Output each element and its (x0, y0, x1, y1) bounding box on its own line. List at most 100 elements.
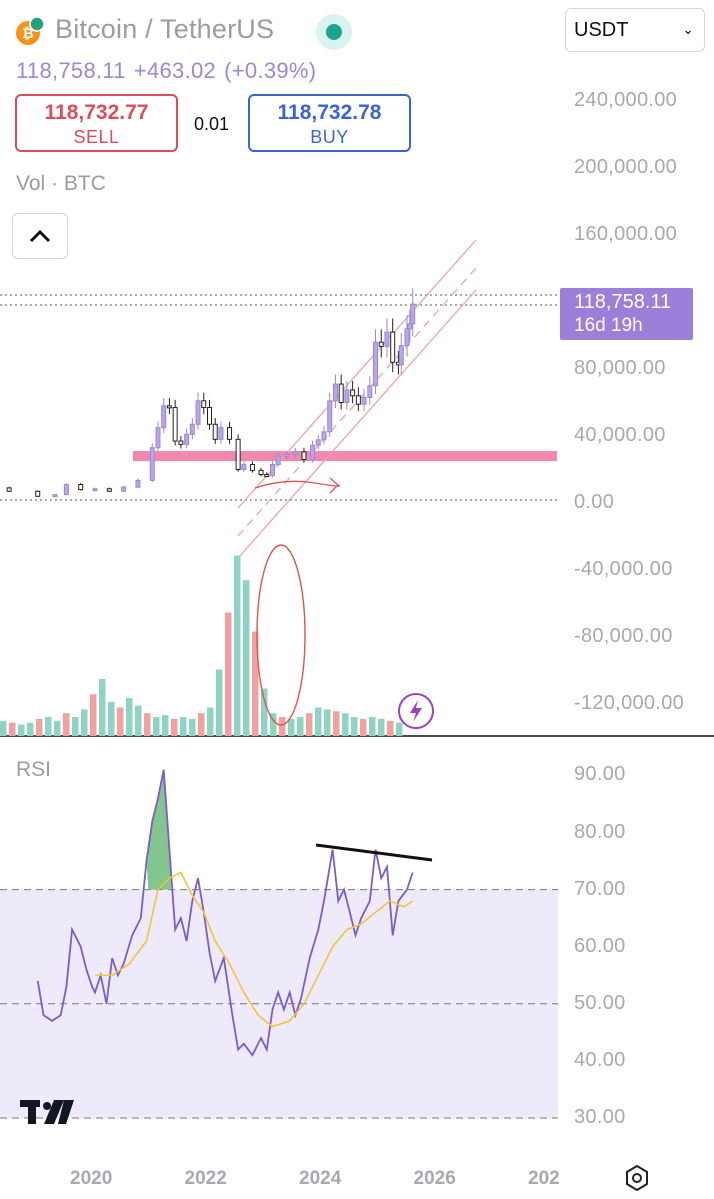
volume-bar (243, 580, 250, 736)
bar-countdown: 16d 19h (574, 315, 643, 336)
channel-mid-line (237, 267, 477, 537)
price-tick-label: 40,000.00 (574, 424, 666, 446)
candle-body (350, 389, 356, 397)
candle-body (310, 444, 316, 460)
time-tick-label: 2026 (413, 1168, 456, 1189)
candle-body (227, 427, 233, 440)
price-tick-label: -120,000.00 (574, 692, 685, 714)
volume-bar (396, 722, 403, 736)
volume-bar (279, 717, 286, 736)
time-tick-label: 2024 (299, 1168, 342, 1189)
volume-bar (297, 717, 304, 736)
candle-body (264, 474, 270, 478)
candle-body (373, 341, 379, 387)
bitcoin-icon: ₿ (15, 16, 45, 46)
rsi-tick-label: 90.00 (574, 763, 626, 786)
collapse-button[interactable] (12, 213, 68, 259)
buy-button[interactable]: 118,732.78 BUY (248, 94, 411, 152)
annotation-ellipse (256, 544, 306, 726)
candle-body (367, 385, 373, 398)
svg-text:₿: ₿ (22, 25, 33, 41)
candle-body (135, 479, 141, 488)
volume-bar (153, 717, 160, 736)
annotation-arrow (254, 477, 340, 494)
candle-body (201, 400, 207, 409)
volume-bar (369, 717, 376, 736)
volume-bar (387, 720, 394, 736)
candle-body (390, 331, 396, 363)
volume-bar (288, 718, 295, 736)
volume-bar (378, 718, 385, 736)
sell-label: SELL (73, 127, 120, 147)
candle-body (78, 484, 84, 491)
price-tick-label: 160,000.00 (574, 223, 678, 245)
currency-select[interactable]: USDT ⌄ (565, 8, 705, 52)
candle-body (332, 383, 338, 402)
time-tick-label: 2020 (70, 1168, 113, 1189)
candle-body (378, 341, 384, 347)
candle-body (121, 486, 127, 492)
volume-bar (207, 707, 214, 736)
candle-body (275, 455, 281, 465)
candle-body (338, 383, 344, 404)
volume-bar (342, 713, 349, 736)
volume-bar (144, 713, 151, 736)
volume-bar (351, 717, 358, 736)
candle-body (344, 389, 350, 403)
candle-body (212, 423, 218, 440)
candle-body (161, 405, 167, 429)
candle-body (410, 303, 416, 325)
rsi-line (36, 769, 414, 1057)
price-tick-label: -80,000.00 (574, 625, 673, 647)
volume-bar (54, 720, 61, 736)
candle-body (292, 451, 298, 455)
rsi-indicator-label: RSI (16, 758, 52, 781)
candle-body (327, 400, 333, 433)
candle-body (184, 433, 190, 445)
volume-bar (333, 711, 340, 736)
candle-body (407, 323, 413, 330)
sell-price: 118,732.77 (44, 101, 149, 124)
candle-body (361, 396, 367, 405)
spread-value: 0.01 (194, 114, 230, 134)
support-zone (133, 451, 557, 462)
price-summary: 118,758.11 +463.02 (+0.39%) (16, 58, 324, 84)
rsi-tick-label: 60.00 (574, 934, 626, 957)
candle-body (218, 427, 224, 440)
candle-body (172, 407, 178, 442)
lightning-icon[interactable] (398, 693, 434, 729)
price-tick-label: 240,000.00 (574, 89, 678, 111)
time-tick-label: 202 (528, 1168, 560, 1189)
candle-body (269, 463, 275, 476)
currency-select-value: USDT (574, 19, 629, 41)
price-tick-label: -40,000.00 (574, 558, 673, 580)
candle-body (284, 453, 290, 457)
volume-bar (63, 713, 70, 736)
volume-bar (117, 707, 124, 736)
rsi-tick-label: 40.00 (574, 1048, 626, 1071)
candle-body (92, 488, 98, 492)
candle-body (398, 345, 404, 366)
candle-body (189, 423, 195, 435)
candle-body (63, 484, 69, 496)
time-tick-label: 2022 (184, 1168, 227, 1189)
volume-bar (324, 709, 331, 736)
candle-body (355, 395, 361, 405)
volume-bar (72, 717, 79, 736)
candle-body (6, 487, 12, 492)
price-tick-label: 0.00 (574, 491, 615, 513)
candle-body (207, 407, 212, 425)
candle-body (52, 494, 58, 498)
volume-bar (90, 694, 97, 736)
sell-button[interactable]: 118,732.77 SELL (15, 94, 178, 152)
volume-bar (99, 679, 106, 736)
volume-bar (162, 715, 169, 736)
volume-bar (81, 709, 88, 736)
chart-settings-icon[interactable] (622, 1163, 652, 1193)
volume-bar (216, 669, 223, 736)
volume-bar (180, 717, 187, 736)
candle-body (241, 463, 247, 471)
volume-bar (45, 717, 52, 736)
current-price-tag: 118,758.11 16d 19h (560, 288, 693, 340)
